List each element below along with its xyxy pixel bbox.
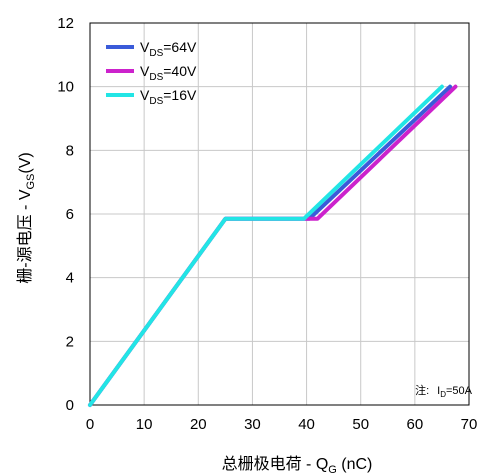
x-tick-label: 0 (86, 416, 94, 433)
x-tick-label: 70 (461, 416, 478, 433)
y-tick-label: 2 (66, 333, 74, 350)
x-tick-label: 50 (352, 416, 369, 433)
y-tick-label: 4 (66, 270, 74, 287)
legend-label-2: VDS=16V (140, 87, 197, 107)
x-tick-labels: 0 10 20 30 40 50 60 70 (86, 416, 478, 433)
y-axis-title: 栅-源电压 - VGS(V) (16, 152, 37, 283)
plot-frame (89, 22, 470, 406)
legend-label-1: VDS=40V (140, 63, 197, 83)
y-tick-label: 0 (66, 397, 74, 414)
y-tick-label: 12 (57, 15, 74, 32)
x-tick-label: 10 (136, 416, 153, 433)
x-tick-label: 20 (190, 416, 207, 433)
y-tick-label: 6 (66, 206, 74, 223)
grid (90, 23, 469, 405)
y-tick-labels: 0 2 4 6 8 10 12 (57, 15, 74, 414)
series-line-2 (88, 84, 444, 407)
note-label: 注: ID=50A (415, 383, 473, 399)
x-tick-label: 30 (244, 416, 261, 433)
legend: VDS=64V VDS=40V VDS=16V (106, 39, 197, 107)
legend-label-0: VDS=64V (140, 39, 197, 59)
x-tick-label: 60 (407, 416, 424, 433)
x-axis-title: 总栅极电荷 - QG (nC) (222, 455, 373, 475)
x-tick-label: 40 (298, 416, 315, 433)
y-tick-label: 10 (57, 79, 74, 96)
series-lines (88, 84, 458, 407)
y-tick-label: 8 (66, 142, 74, 159)
